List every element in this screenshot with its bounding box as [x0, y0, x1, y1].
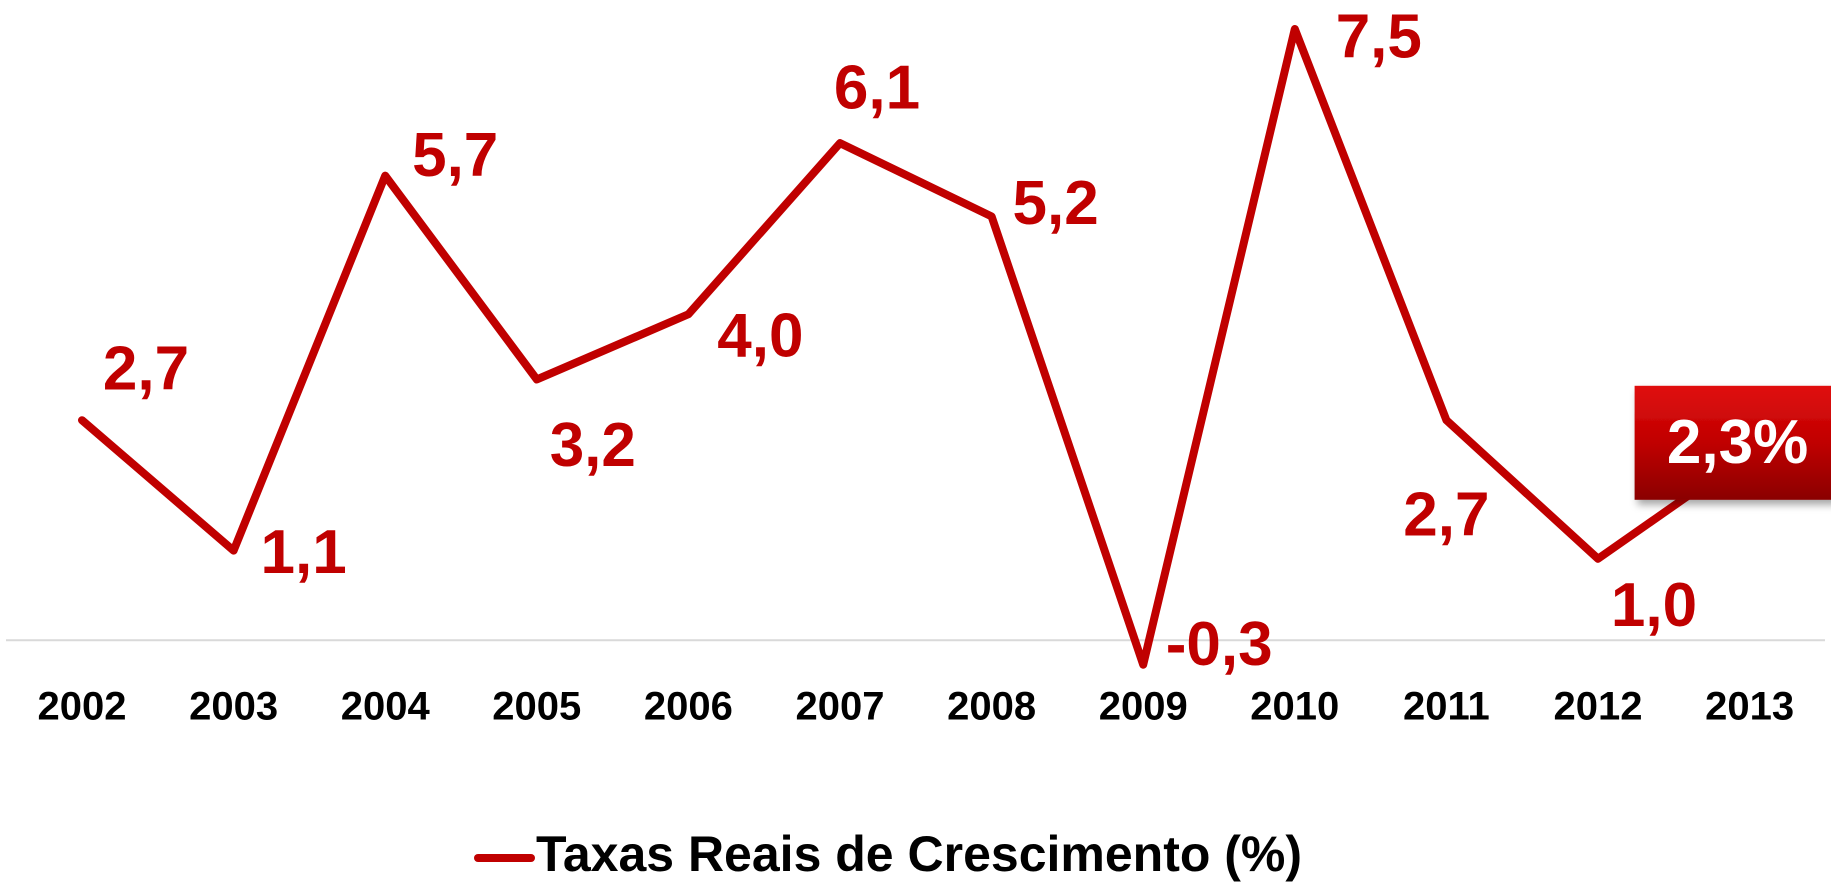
x-tick-label: 2010 — [1250, 685, 1339, 729]
data-label: 3,2 — [550, 411, 636, 480]
data-label: 5,7 — [412, 121, 498, 190]
data-label: 2,3% — [1667, 408, 1808, 477]
x-tick-label: 2003 — [189, 685, 278, 729]
data-label: 7,5 — [1336, 2, 1422, 71]
legend-label: Taxas Reais de Crescimento (%) — [536, 826, 1302, 882]
x-tick-label: 2013 — [1705, 685, 1794, 729]
data-label: 5,2 — [1012, 169, 1098, 238]
data-label: 2,7 — [1403, 481, 1489, 550]
data-label: -0,3 — [1166, 610, 1273, 679]
x-tick-label: 2008 — [947, 685, 1036, 729]
x-tick-label: 2005 — [492, 685, 581, 729]
x-tick-label: 2002 — [38, 685, 127, 729]
x-tick-label: 2006 — [644, 685, 733, 729]
x-tick-label: 2011 — [1403, 685, 1490, 729]
x-tick-label: 2007 — [796, 685, 885, 729]
data-label: 1,0 — [1611, 571, 1697, 640]
x-tick-label: 2012 — [1554, 685, 1643, 729]
data-line — [78, 25, 1754, 669]
legend: Taxas Reais de Crescimento (%) — [474, 826, 1302, 882]
data-label: 2,7 — [103, 335, 189, 404]
data-label: 4,0 — [717, 302, 803, 371]
highlight-box — [1634, 385, 1831, 500]
data-label: 1,1 — [260, 518, 346, 587]
data-label: 6,1 — [834, 53, 920, 122]
x-tick-label: 2009 — [1099, 685, 1188, 729]
x-tick-label: 2004 — [341, 685, 431, 729]
